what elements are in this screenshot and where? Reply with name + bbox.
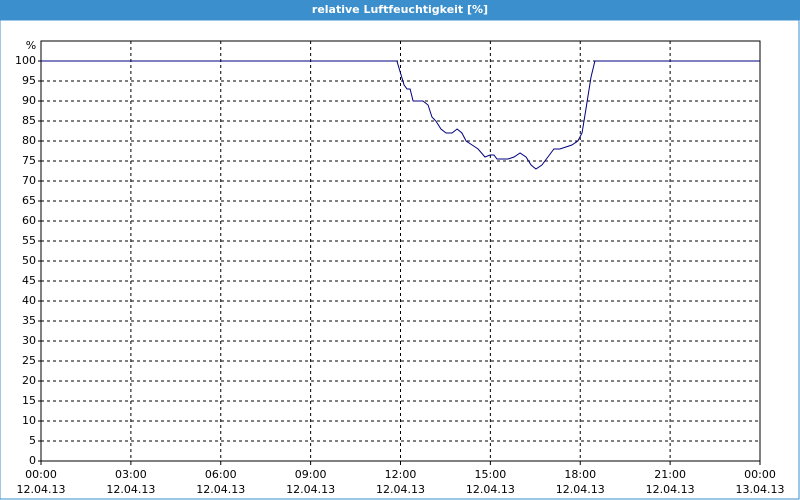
y-tick-label: 55 — [22, 234, 36, 247]
plot-border — [40, 40, 761, 462]
y-tick-label: 95 — [22, 74, 36, 87]
chart-title: relative Luftfeuchtigkeit [%] — [0, 0, 800, 20]
y-tick-label: 80 — [22, 134, 36, 147]
y-tick-label: 25 — [22, 354, 36, 367]
x-tick-date: 12.04.13 — [17, 483, 66, 496]
x-tick-label: 00:00 — [25, 468, 57, 481]
y-tick-label: 40 — [22, 294, 36, 307]
y-tick-label: 20 — [22, 374, 36, 387]
x-tick-date: 12.04.13 — [646, 483, 695, 496]
x-tick-date: 12.04.13 — [286, 483, 335, 496]
y-tick-label: 10 — [22, 414, 36, 427]
x-tick-label: 15:00 — [475, 468, 507, 481]
y-tick-label: 60 — [22, 214, 36, 227]
y-axis-label: % — [26, 39, 36, 52]
y-tick-label: 45 — [22, 274, 36, 287]
data-line — [41, 60, 760, 170]
y-tick-label: 15 — [22, 394, 36, 407]
y-tick-label: 100 — [15, 54, 36, 67]
x-tick-date: 12.04.13 — [106, 483, 155, 496]
y-tick-label: 50 — [22, 254, 36, 267]
x-tick-date: 12.04.13 — [466, 483, 515, 496]
y-tick-label: 0 — [29, 454, 36, 467]
y-tick-label: 65 — [22, 194, 36, 207]
x-tick-date: 12.04.13 — [376, 483, 425, 496]
y-tick-label: 75 — [22, 154, 36, 167]
x-tick-label: 18:00 — [564, 468, 596, 481]
x-tick-date: 12.04.13 — [556, 483, 605, 496]
frame — [0, 19, 800, 500]
x-tick-label: 06:00 — [205, 468, 237, 481]
y-tick-label: 85 — [22, 114, 36, 127]
y-tick-label: 90 — [22, 94, 36, 107]
y-tick-label: 30 — [22, 334, 36, 347]
y-tick-label: 5 — [29, 434, 36, 447]
y-tick-label: 70 — [22, 174, 36, 187]
x-tick-label: 09:00 — [295, 468, 327, 481]
y-tick-label: 35 — [22, 314, 36, 327]
x-tick-label: 03:00 — [115, 468, 147, 481]
x-tick-label: 00:00 — [744, 468, 776, 481]
x-tick-date: 13.04.13 — [736, 483, 785, 496]
x-tick-date: 12.04.13 — [196, 483, 245, 496]
x-tick-label: 21:00 — [654, 468, 686, 481]
x-tick-label: 12:00 — [385, 468, 417, 481]
